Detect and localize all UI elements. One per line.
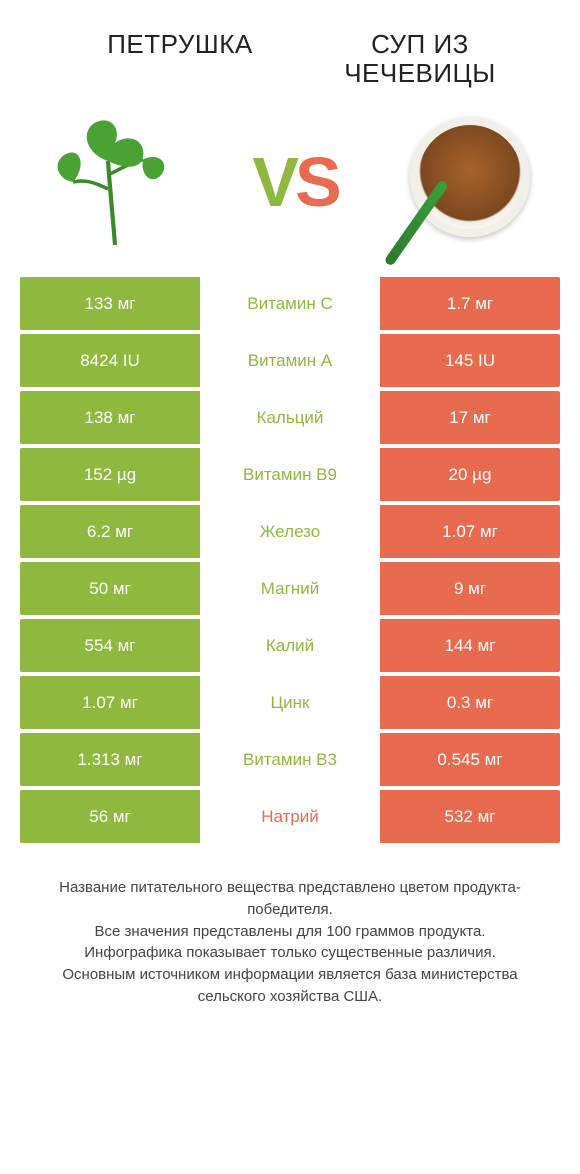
left-value: 50 мг bbox=[20, 562, 200, 615]
table-row: 152 µgВитамин B920 µg bbox=[20, 448, 560, 501]
left-value: 133 мг bbox=[20, 277, 200, 330]
nutrient-label: Витамин C bbox=[200, 277, 380, 330]
table-row: 138 мгКальций17 мг bbox=[20, 391, 560, 444]
nutrient-label: Витамин A bbox=[200, 334, 380, 387]
table-row: 133 мгВитамин C1.7 мг bbox=[20, 277, 560, 330]
header: ПЕТРУШКА СУП ИЗ ЧЕЧЕВИЦЫ bbox=[0, 0, 580, 97]
parsley-icon bbox=[40, 107, 190, 257]
vs-s: S bbox=[295, 143, 338, 221]
product-right-title: СУП ИЗ ЧЕЧЕВИЦЫ bbox=[300, 30, 540, 87]
comparison-table: 133 мгВитамин C1.7 мг8424 IUВитамин A145… bbox=[0, 277, 580, 847]
right-value: 0.545 мг bbox=[380, 733, 560, 786]
vs-label: VS bbox=[252, 142, 337, 222]
footer-line-3: Инфографика показывает только существенн… bbox=[30, 942, 550, 964]
table-row: 8424 IUВитамин A145 IU bbox=[20, 334, 560, 387]
table-row: 6.2 мгЖелезо1.07 мг bbox=[20, 505, 560, 558]
table-row: 554 мгКалий144 мг bbox=[20, 619, 560, 672]
product-left-title: ПЕТРУШКА bbox=[40, 30, 300, 59]
table-row: 1.313 мгВитамин B30.545 мг bbox=[20, 733, 560, 786]
footer-line-1: Название питательного вещества представл… bbox=[30, 877, 550, 921]
right-value: 145 IU bbox=[380, 334, 560, 387]
right-value: 532 мг bbox=[380, 790, 560, 843]
left-value: 6.2 мг bbox=[20, 505, 200, 558]
image-row: VS bbox=[0, 97, 580, 277]
footer-line-4: Основным источником информации является … bbox=[30, 964, 550, 1008]
footer: Название питательного вещества представл… bbox=[0, 847, 580, 1008]
left-value: 554 мг bbox=[20, 619, 200, 672]
nutrient-label: Натрий bbox=[200, 790, 380, 843]
right-value: 0.3 мг bbox=[380, 676, 560, 729]
nutrient-label: Железо bbox=[200, 505, 380, 558]
right-value: 1.07 мг bbox=[380, 505, 560, 558]
nutrient-label: Кальций bbox=[200, 391, 380, 444]
nutrient-label: Витамин B9 bbox=[200, 448, 380, 501]
table-row: 50 мгМагний9 мг bbox=[20, 562, 560, 615]
nutrient-label: Калий bbox=[200, 619, 380, 672]
left-value: 56 мг bbox=[20, 790, 200, 843]
left-value: 138 мг bbox=[20, 391, 200, 444]
table-row: 1.07 мгЦинк0.3 мг bbox=[20, 676, 560, 729]
table-row: 56 мгНатрий532 мг bbox=[20, 790, 560, 843]
footer-line-2: Все значения представлены для 100 граммо… bbox=[30, 921, 550, 943]
nutrient-label: Цинк bbox=[200, 676, 380, 729]
nutrient-label: Витамин B3 bbox=[200, 733, 380, 786]
vs-v: V bbox=[252, 143, 295, 221]
right-value: 1.7 мг bbox=[380, 277, 560, 330]
left-value: 1.07 мг bbox=[20, 676, 200, 729]
right-value: 144 мг bbox=[380, 619, 560, 672]
left-value: 8424 IU bbox=[20, 334, 200, 387]
left-value: 1.313 мг bbox=[20, 733, 200, 786]
right-value: 17 мг bbox=[380, 391, 560, 444]
left-value: 152 µg bbox=[20, 448, 200, 501]
soup-icon bbox=[400, 112, 540, 252]
right-value: 9 мг bbox=[380, 562, 560, 615]
right-value: 20 µg bbox=[380, 448, 560, 501]
nutrient-label: Магний bbox=[200, 562, 380, 615]
